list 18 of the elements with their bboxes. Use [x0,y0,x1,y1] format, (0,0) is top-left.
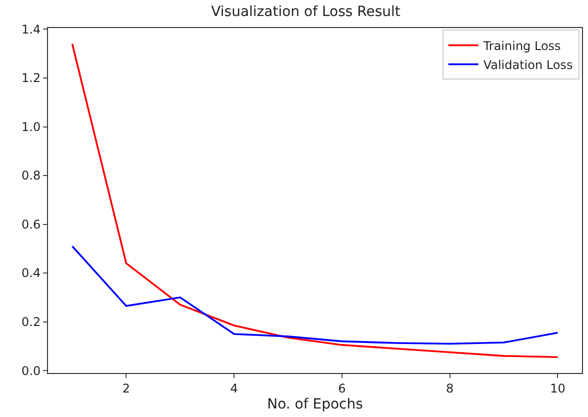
x-tick-label: 6 [338,381,346,396]
x-axis-title: No. of Epochs [267,396,363,413]
x-tick-label: 10 [550,381,566,396]
y-tick-label: 1.2 [22,71,41,86]
x-tick-label: 4 [230,381,238,396]
x-tick-label: 2 [122,381,130,396]
y-tick-label: 0.0 [22,364,41,378]
y-tick-label: 0.6 [22,217,41,232]
y-tick-label: 0.2 [22,315,41,329]
x-tick-label: 8 [446,381,454,396]
y-tick-label: 1.4 [22,22,41,36]
y-tick-label: 0.8 [22,168,41,183]
legend-label: Validation Loss [483,58,573,72]
y-tick-label: 0.4 [22,266,41,280]
line-series [71,245,559,345]
y-tick-label: 1.0 [22,120,41,134]
chart-title: Visualization of Loss Result [211,4,401,20]
legend-label: Training Loss [482,38,561,53]
